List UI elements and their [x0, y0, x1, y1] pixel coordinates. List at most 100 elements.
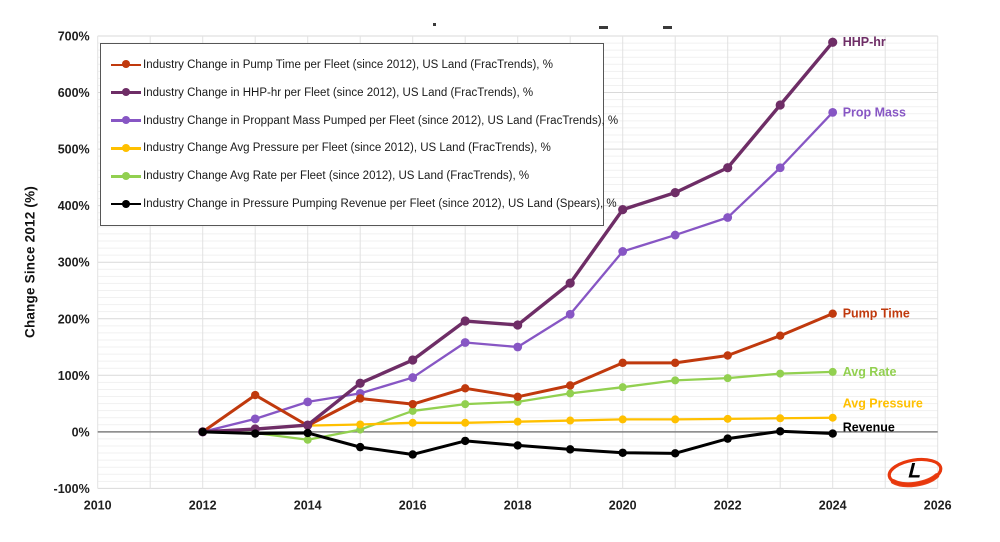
data-point-marker: [828, 309, 837, 318]
y-axis-title: Change Since 2012 (%): [22, 185, 38, 339]
data-point-marker: [250, 414, 260, 424]
series-end-label: Prop Mass: [843, 105, 906, 119]
legend-label: Industry Change in Proppant Mass Pumped …: [143, 114, 619, 127]
series-revenue: [198, 427, 837, 459]
data-point-marker: [303, 428, 312, 438]
x-axis-tick-label: 2018: [504, 498, 532, 512]
data-point-marker: [460, 316, 470, 326]
legend-item-avg-rate: Industry Change Avg Rate per Fleet (sinc…: [111, 170, 599, 182]
legend-item-revenue: Industry Change in Pressure Pumping Reve…: [111, 198, 617, 210]
x-axis-tick-label: 2016: [399, 498, 427, 512]
data-point-marker: [356, 394, 365, 403]
data-point-marker: [303, 420, 313, 430]
data-point-marker: [723, 434, 732, 443]
series-end-label: Revenue: [843, 421, 895, 435]
x-axis-tick-label: 2022: [714, 498, 742, 512]
data-point-marker: [566, 381, 575, 390]
data-point-marker: [408, 406, 417, 415]
legend: Industry Change in Pump Time per Fleet (…: [100, 43, 618, 226]
data-point-marker: [618, 247, 628, 256]
data-point-marker: [566, 445, 575, 454]
cropped-title-fragment: [433, 23, 436, 26]
legend-item-prop-mass: Industry Change in Proppant Mass Pumped …: [111, 115, 618, 127]
series-end-label: Avg Pressure: [843, 397, 923, 411]
series-end-label: Avg Rate: [843, 365, 897, 379]
data-point-marker: [618, 383, 627, 392]
data-point-marker: [513, 417, 522, 426]
x-axis-tick-label: 2024: [819, 498, 847, 512]
data-point-marker: [723, 351, 732, 360]
legend-marker-icon: [111, 199, 141, 209]
x-axis-tick-label: 2010: [84, 498, 112, 512]
data-point-marker: [513, 441, 522, 450]
data-point-marker: [408, 373, 418, 382]
data-point-marker: [671, 358, 680, 368]
legend-label: Industry Change in Pressure Pumping Reve…: [143, 198, 617, 211]
legend-marker-icon: [111, 171, 141, 181]
series-end-label: HHP-hr: [843, 35, 886, 49]
data-point-marker: [776, 414, 785, 423]
data-point-marker: [566, 416, 575, 425]
data-point-marker: [356, 420, 365, 429]
data-point-marker: [828, 37, 838, 47]
data-point-marker: [723, 374, 732, 383]
y-axis-tick-label: 400%: [58, 199, 90, 213]
data-point-marker: [460, 338, 470, 347]
legend-marker-icon: [111, 88, 141, 97]
data-point-marker: [461, 418, 470, 427]
legend-label: Industry Change Avg Pressure per Fleet (…: [143, 142, 551, 155]
data-point-marker: [670, 230, 680, 240]
legend-item-pump-time: Industry Change in Pump Time per Fleet (…: [111, 59, 599, 71]
data-point-marker: [513, 392, 522, 401]
data-point-marker: [355, 378, 365, 388]
data-point-marker: [618, 205, 628, 215]
data-point-marker: [461, 400, 470, 409]
data-point-marker: [723, 163, 733, 173]
data-point-marker: [670, 188, 680, 198]
data-point-marker: [408, 418, 417, 427]
data-point-marker: [671, 415, 680, 424]
legend-label: Industry Change in HHP-hr per Fleet (sin…: [143, 86, 534, 99]
logo-swoosh-icon: [887, 457, 943, 488]
legend-label: Industry Change in Pump Time per Fleet (…: [143, 58, 553, 71]
data-point-marker: [723, 414, 732, 423]
data-point-marker: [356, 442, 365, 452]
data-point-marker: [618, 358, 627, 368]
y-axis-tick-label: 500%: [58, 143, 90, 157]
data-point-marker: [566, 389, 575, 398]
data-point-marker: [723, 213, 733, 222]
data-point-marker: [775, 163, 785, 173]
data-point-marker: [461, 436, 470, 446]
data-point-marker: [303, 435, 312, 444]
data-point-marker: [618, 448, 627, 457]
data-point-marker: [776, 369, 785, 378]
legend-marker-icon: [111, 116, 141, 125]
y-axis-tick-label: 600%: [58, 86, 90, 100]
data-point-marker: [618, 415, 627, 424]
data-point-marker: [828, 429, 837, 438]
data-point-marker: [461, 384, 470, 393]
data-point-marker: [408, 450, 417, 459]
data-point-marker: [828, 367, 837, 376]
company-logo: L: [884, 453, 946, 491]
data-point-marker: [408, 399, 417, 409]
legend-marker-icon: [111, 143, 141, 153]
cropped-title-fragment: [599, 26, 608, 29]
legend-marker-icon: [111, 60, 141, 69]
x-axis-tick-label: 2026: [924, 498, 952, 512]
data-point-marker: [198, 427, 207, 437]
series-end-label: Pump Time: [843, 307, 910, 321]
data-point-marker: [408, 355, 418, 365]
y-axis-tick-label: 100%: [58, 369, 90, 383]
data-point-marker: [776, 331, 785, 340]
data-point-marker: [513, 342, 523, 352]
data-point-marker: [775, 100, 785, 110]
data-point-marker: [303, 397, 313, 407]
y-axis-tick-label: -100%: [54, 482, 90, 496]
series-prop-mass: [198, 107, 838, 437]
data-point-marker: [513, 320, 523, 330]
data-point-marker: [828, 413, 837, 422]
legend-label: Industry Change Avg Rate per Fleet (sinc…: [143, 170, 530, 183]
data-point-marker: [565, 309, 575, 319]
